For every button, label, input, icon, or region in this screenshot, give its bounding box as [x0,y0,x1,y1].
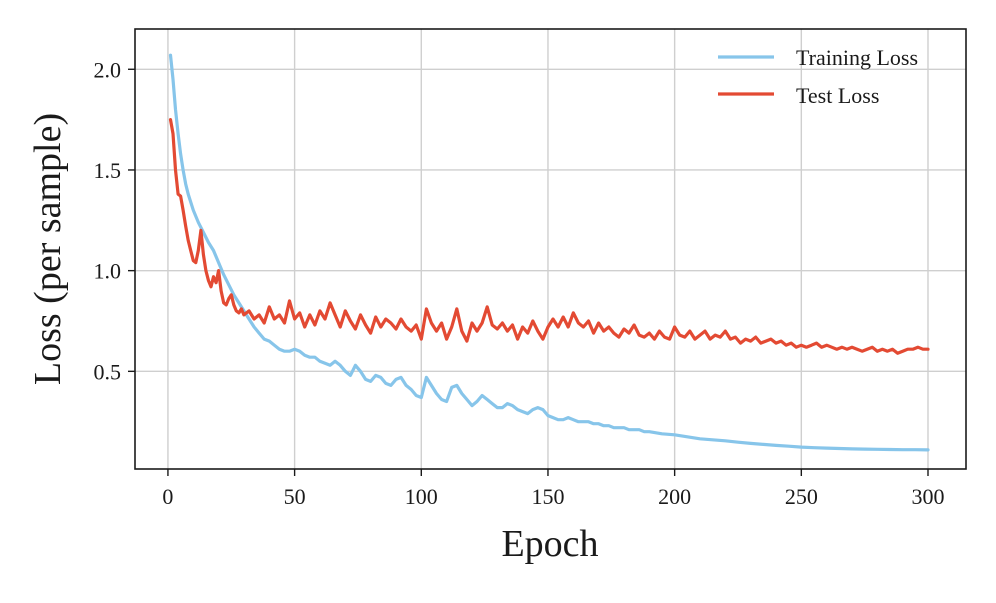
y-ticks: 0.5 1.0 1.5 2.0 [94,57,135,384]
x-ticks: 0 50 100 150 200 250 300 [162,469,944,509]
plot-frame [134,28,967,470]
y-tick-label: 1.5 [94,158,122,183]
y-tick-label: 2.0 [94,57,122,82]
legend-label-test: Test Loss [796,83,879,108]
x-tick-label: 0 [162,484,173,509]
x-axis-label: Epoch [501,523,598,565]
x-tick-label: 50 [284,484,306,509]
y-tick-label: 0.5 [94,359,122,384]
x-tick-label: 150 [531,484,564,509]
y-axis-label: Loss (per sample) [27,113,69,385]
legend: Training Loss Test Loss [718,45,918,108]
x-tick-label: 100 [405,484,438,509]
legend-label-training: Training Loss [796,45,918,70]
x-tick-label: 200 [658,484,691,509]
y-tick-label: 1.0 [94,259,122,284]
series-lines [168,53,930,452]
x-tick-label: 250 [785,484,818,509]
test-loss-line [168,117,930,355]
grid [135,29,966,469]
training-loss-line [168,53,930,452]
x-tick-label: 300 [911,484,944,509]
